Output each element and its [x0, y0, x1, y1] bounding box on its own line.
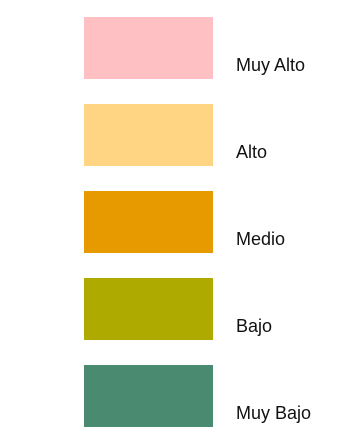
legend-swatch-muy-bajo	[84, 365, 213, 427]
legend-item-medio: Medio	[0, 191, 350, 263]
legend-swatch-muy-alto	[84, 17, 213, 79]
legend-item-muy-bajo: Muy Bajo	[0, 365, 350, 437]
legend-swatch-medio	[84, 191, 213, 253]
legend-item-alto: Alto	[0, 104, 350, 176]
legend-label-alto: Alto	[236, 142, 268, 162]
legend-label-muy-alto: Muy Alto	[236, 55, 306, 75]
legend-swatch-bajo	[84, 278, 213, 340]
legend-label-muy-bajo: Muy Bajo	[236, 403, 312, 423]
legend-label-bajo: Bajo	[236, 316, 273, 336]
legend-label-medio: Medio	[236, 229, 286, 249]
legend-swatch-alto	[84, 104, 213, 166]
legend-item-muy-alto: Muy Alto	[0, 17, 350, 89]
legend-item-bajo: Bajo	[0, 278, 350, 350]
